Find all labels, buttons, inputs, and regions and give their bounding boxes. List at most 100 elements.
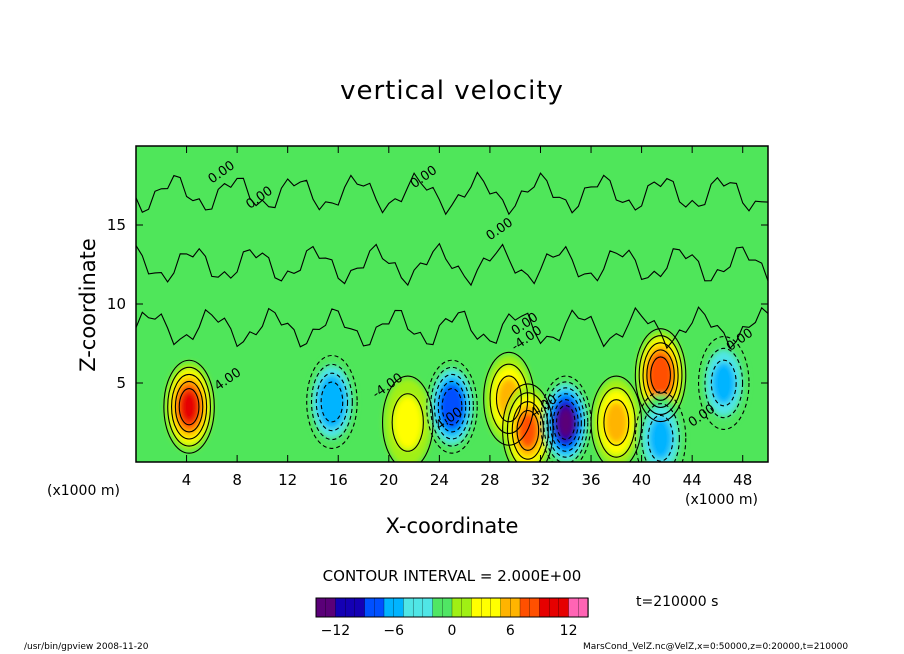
contour-line — [511, 401, 545, 460]
contour-line — [382, 375, 434, 462]
colorbar-cell — [442, 597, 453, 618]
colorbar-cell — [354, 597, 366, 618]
x-tick-label: 48 — [733, 471, 752, 489]
y-tick-label: 15 — [107, 216, 126, 234]
colorbar-cell — [403, 597, 414, 618]
contour-line — [543, 381, 589, 462]
colorbar-cell — [480, 597, 492, 618]
contour-line — [306, 354, 358, 449]
colorbar-cell — [539, 597, 550, 618]
colorbar-cell — [344, 597, 356, 618]
colorbar-cell — [422, 597, 434, 618]
field-feature-0 — [165, 362, 214, 451]
contour-line — [546, 387, 586, 458]
colorbar-cell — [374, 597, 385, 618]
contour-line — [590, 375, 643, 462]
time-label: t=210000 s — [636, 594, 719, 610]
colorbar-cell — [490, 597, 502, 618]
colorbar-frame — [315, 597, 589, 618]
colorbar-cell — [325, 597, 337, 618]
field-feature-7 — [592, 378, 641, 462]
colorbar-cell — [471, 597, 482, 618]
contour-line — [710, 359, 737, 407]
colorbar-tick-label: −12 — [321, 623, 351, 639]
colorbar-cell — [364, 597, 375, 618]
field-feature-3 — [427, 362, 477, 451]
colorbar-tick-label: 6 — [506, 623, 515, 639]
colorbar-cell — [412, 597, 424, 618]
contour-line — [178, 388, 200, 426]
colorbar-tick-label: 12 — [560, 623, 578, 639]
colorbar-cell — [461, 597, 473, 618]
contour-line — [433, 373, 471, 440]
colorbar-tick-label: −6 — [383, 623, 404, 639]
footer-right: MarsCond_VelZ.nc@VelZ,x=0:50000,z=0:2000… — [583, 642, 849, 652]
contour-line — [596, 387, 636, 458]
contour-line — [167, 366, 212, 447]
x-tick-label: 20 — [379, 471, 398, 489]
contour-line — [174, 380, 204, 433]
contour-line — [495, 375, 522, 423]
y-tick-label: 10 — [107, 295, 126, 313]
colorbar-cell — [432, 597, 443, 618]
contour-line — [437, 380, 467, 433]
x-tick-label: 28 — [480, 471, 499, 489]
colorbar-cell — [548, 597, 560, 618]
x-tick-label: 24 — [430, 471, 449, 489]
contour-line — [163, 359, 215, 454]
contour-line — [641, 403, 680, 462]
x-tick-label: 4 — [182, 471, 192, 489]
colorbar-cell — [568, 597, 579, 618]
contour-line — [441, 388, 463, 426]
field-feature-1 — [307, 357, 356, 447]
contour-line — [502, 383, 554, 462]
colorbar-cell — [519, 597, 531, 618]
contour-line — [310, 363, 353, 441]
footer-left: /usr/bin/gpview 2008-11-20 — [24, 642, 149, 652]
contour-line — [638, 335, 683, 416]
colorbar-cell — [393, 597, 405, 618]
contour-line — [430, 366, 474, 447]
colorbar-cell — [578, 597, 589, 618]
contour-interval-label: CONTOUR INTERVAL = 2.000E+00 — [322, 567, 582, 585]
colorbar-cell — [335, 597, 346, 618]
x-unit-label-right: (x1000 m) — [685, 492, 758, 508]
zero-contour — [136, 171, 768, 216]
x-tick-label: 40 — [632, 471, 651, 489]
contour-line — [646, 349, 675, 401]
colorbar-cell — [500, 597, 511, 618]
colorbar-cell — [383, 597, 395, 618]
colorbar-tick-label: 0 — [448, 623, 457, 639]
x-axis-title: X-coordinate — [385, 514, 519, 538]
contour-line — [552, 399, 579, 446]
y-axis-title: Z-coordinate — [76, 238, 100, 372]
contour-line — [506, 392, 549, 462]
contour-line — [697, 335, 750, 431]
colorbar-cell — [451, 597, 463, 618]
contour-line — [549, 393, 582, 452]
colorbar-cell — [558, 597, 570, 618]
contour-line — [426, 359, 478, 454]
chart-title: vertical velocity — [340, 76, 564, 106]
contour-line — [489, 363, 529, 435]
contour-line — [603, 399, 630, 446]
colorbar-cell — [315, 597, 327, 618]
zero-contour — [136, 306, 768, 350]
contour-line — [556, 404, 576, 441]
contour-line — [650, 356, 671, 394]
x-tick-label: 36 — [581, 471, 600, 489]
contour-line — [320, 381, 344, 423]
colorbar-cell — [529, 597, 541, 618]
colorbar-cell — [510, 597, 521, 618]
x-tick-label: 8 — [232, 471, 242, 489]
x-tick-label: 16 — [329, 471, 348, 489]
contour-line — [647, 414, 674, 462]
x-tick-label: 32 — [531, 471, 550, 489]
zero-contour — [136, 242, 768, 287]
field-feature-6 — [541, 378, 590, 462]
contour-line — [704, 347, 744, 419]
contour-line — [171, 373, 208, 440]
contour-line — [642, 342, 679, 408]
contour-line — [634, 391, 687, 462]
